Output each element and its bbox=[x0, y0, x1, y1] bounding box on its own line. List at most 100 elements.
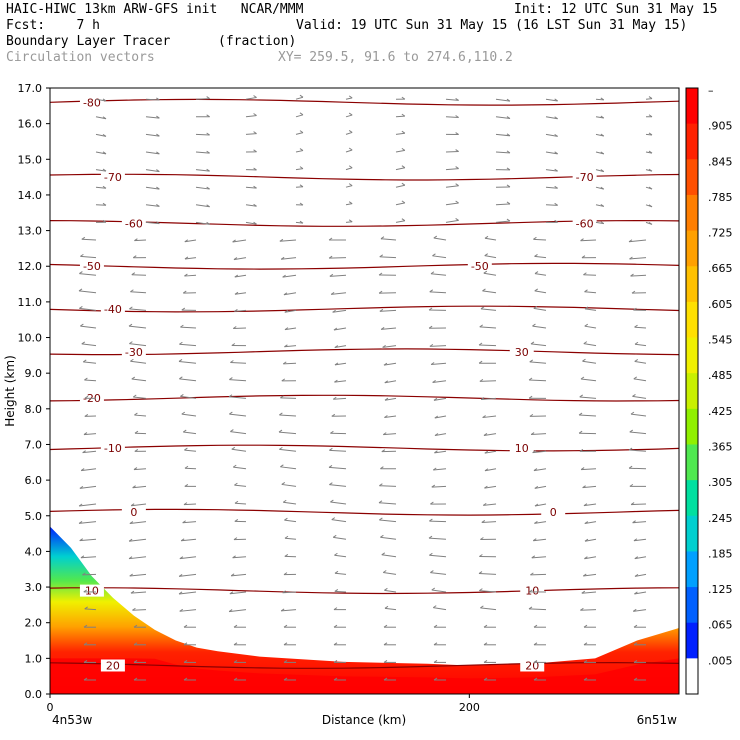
vector-arrow-head bbox=[680, 519, 683, 521]
y-tick-label: 12.0 bbox=[18, 260, 43, 273]
vector-arrow bbox=[81, 468, 97, 472]
contour-label-bg bbox=[79, 584, 104, 597]
vector-arrow bbox=[183, 503, 197, 506]
vector-arrow bbox=[345, 97, 353, 100]
vector-arrow bbox=[334, 345, 347, 349]
contour-label: -80 bbox=[83, 96, 101, 109]
vector-arrow-head bbox=[253, 221, 257, 225]
colorbar-segment bbox=[686, 123, 698, 160]
vector-arrow bbox=[145, 204, 160, 207]
vector-arrow bbox=[295, 114, 304, 118]
contour-label-bg bbox=[121, 506, 146, 519]
vector-arrow bbox=[581, 591, 597, 594]
y-axis: 0.0 1.0 2.0 3.0 4.0 5.0 6.0 7.0 8.0 9.0 10.0 11.0 12… bbox=[18, 82, 50, 701]
vector-arrow-head bbox=[384, 380, 389, 384]
contour-label: 20 bbox=[525, 659, 539, 672]
vector-arrow-head bbox=[234, 500, 239, 504]
vector-arrow bbox=[295, 132, 304, 135]
vector-arrow-head bbox=[179, 376, 183, 380]
vector-arrow bbox=[234, 502, 247, 505]
vector-arrow bbox=[81, 238, 97, 241]
vector-arrow-head bbox=[455, 183, 459, 187]
vector-arrow bbox=[483, 503, 497, 506]
vector-arrow-head bbox=[506, 150, 511, 154]
vector-arrow-head bbox=[206, 221, 210, 225]
contour-line bbox=[50, 661, 679, 669]
colorbar-segment bbox=[686, 373, 698, 410]
vector-arrow-head bbox=[532, 450, 536, 454]
vector-arrow-head bbox=[184, 273, 188, 277]
vector-arrow-head bbox=[534, 521, 538, 524]
vector-arrow-head bbox=[581, 590, 586, 594]
vector-arrow-head bbox=[483, 624, 488, 628]
vector-arrow-head bbox=[278, 429, 283, 433]
vector-arrow-head bbox=[580, 376, 585, 380]
contour-line bbox=[50, 508, 679, 516]
vector-arrow-head bbox=[633, 642, 638, 646]
y-tick-label: 10.0 bbox=[18, 332, 43, 345]
vector-arrow bbox=[131, 274, 147, 276]
vector-arrow-head bbox=[634, 591, 638, 595]
vector-arrow-head bbox=[479, 324, 484, 328]
contour-label: -70 bbox=[576, 171, 594, 184]
vector-arrow-head bbox=[401, 130, 406, 134]
contour-label-bg bbox=[520, 584, 545, 597]
vector-arrow-head bbox=[484, 450, 489, 454]
vector-arrow-head bbox=[583, 677, 588, 681]
x-tick-label: 200 bbox=[459, 701, 480, 714]
vector-arrow bbox=[334, 362, 347, 366]
vector-arrow-head bbox=[678, 502, 679, 504]
vector-arrow bbox=[534, 485, 547, 489]
vector-arrow bbox=[331, 292, 347, 295]
vector-arrow-head bbox=[328, 255, 333, 259]
vector-arrow bbox=[395, 220, 405, 223]
vector-arrow bbox=[130, 291, 147, 294]
vector-arrow-head bbox=[530, 572, 534, 576]
vector-arrow bbox=[345, 167, 353, 171]
vector-arrow bbox=[345, 185, 353, 188]
vector-arrow bbox=[445, 219, 459, 223]
vector-arrow bbox=[284, 327, 297, 331]
header-vectors: Circulation vectors bbox=[6, 50, 155, 65]
vector-arrow bbox=[382, 345, 397, 348]
vector-arrow bbox=[145, 151, 160, 155]
vector-arrow-head bbox=[79, 538, 84, 542]
vector-arrow bbox=[645, 98, 653, 100]
contour-label: -60 bbox=[125, 217, 143, 230]
vector-arrow-head bbox=[234, 519, 239, 522]
vector-arrow bbox=[132, 485, 147, 489]
vector-arrow-head bbox=[680, 240, 683, 242]
vector-arrow-head bbox=[633, 538, 638, 542]
vector-arrow bbox=[195, 151, 210, 154]
colorbar-label: .185 bbox=[708, 547, 733, 560]
vector-arrow bbox=[178, 360, 197, 364]
vector-arrow-head bbox=[584, 306, 589, 310]
vector-arrow-head bbox=[634, 359, 639, 362]
vector-arrow-head bbox=[83, 642, 88, 646]
colorbar-segment bbox=[686, 230, 698, 267]
vector-arrow-head bbox=[279, 238, 284, 242]
vector-arrow bbox=[129, 308, 147, 311]
vector-arrow bbox=[545, 186, 558, 189]
vector-arrow-head bbox=[528, 606, 533, 610]
vector-arrow-head bbox=[131, 376, 136, 380]
vector-arrow-head bbox=[333, 642, 338, 646]
colorbar-label: .005 bbox=[708, 654, 733, 667]
contour-label: 0 bbox=[550, 506, 557, 519]
vector-arrow-head bbox=[600, 186, 605, 190]
vector-arrow-head bbox=[333, 327, 338, 331]
vector-arrow-head bbox=[455, 218, 459, 221]
colorbar-segment bbox=[686, 444, 698, 481]
vector-arrow-head bbox=[384, 605, 389, 609]
header-valid: Valid: 19 UTC Sun 31 May 15 (16 LST Sun … bbox=[296, 18, 688, 33]
colorbar-segment bbox=[686, 622, 698, 659]
vector-arrow bbox=[333, 327, 347, 331]
vector-arrow bbox=[129, 521, 147, 525]
vector-arrow-head bbox=[578, 430, 583, 434]
vector-arrow-head bbox=[102, 133, 107, 137]
vector-arrow bbox=[383, 433, 397, 436]
vector-arrow-head bbox=[348, 165, 353, 169]
vector-arrow bbox=[595, 221, 604, 225]
vector-arrow-head bbox=[381, 449, 386, 453]
vector-arrow bbox=[331, 519, 347, 523]
